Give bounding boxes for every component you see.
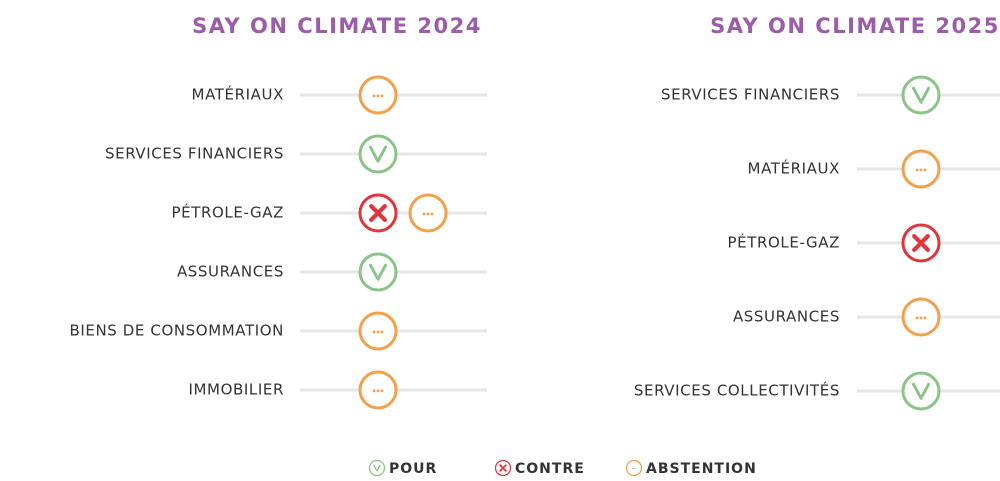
sector-label: PÉTROLE-GAZ [172, 203, 284, 222]
vote-icon [368, 459, 386, 477]
sector-label: SERVICES COLLECTIVITÉS [634, 381, 840, 400]
panel-title: SAY ON CLIMATE 2025 [710, 14, 1000, 38]
sector-label: BIENS DE CONSOMMATION [69, 322, 284, 340]
vote-icon [494, 459, 512, 477]
legend-label: POUR [389, 461, 437, 477]
sector-label: MATÉRIAUX [192, 85, 284, 104]
vote-icon [358, 75, 398, 115]
vote-icon [408, 193, 448, 233]
legend-label: ABSTENTION [646, 461, 757, 477]
vote-icon [901, 371, 941, 411]
vote-icon [358, 252, 398, 292]
vote-icon [358, 134, 398, 174]
sector-label: PÉTROLE-GAZ [728, 233, 840, 252]
sector-label: ASSURANCES [733, 308, 840, 326]
sector-label: IMMOBILIER [188, 381, 284, 399]
vote-icon [901, 75, 941, 115]
vote-icon [358, 370, 398, 410]
vote-icon [901, 149, 941, 189]
sector-label: SERVICES FINANCIERS [661, 86, 840, 104]
legend-label: CONTRE [515, 461, 585, 477]
vote-icon [358, 193, 398, 233]
sector-label: MATÉRIAUX [748, 159, 840, 178]
vote-icon [358, 311, 398, 351]
vote-icon [901, 223, 941, 263]
vote-icon [901, 297, 941, 337]
sector-label: ASSURANCES [177, 263, 284, 281]
vote-icon [625, 459, 643, 477]
sector-label: SERVICES FINANCIERS [105, 145, 284, 163]
panel-title: SAY ON CLIMATE 2024 [192, 14, 482, 38]
